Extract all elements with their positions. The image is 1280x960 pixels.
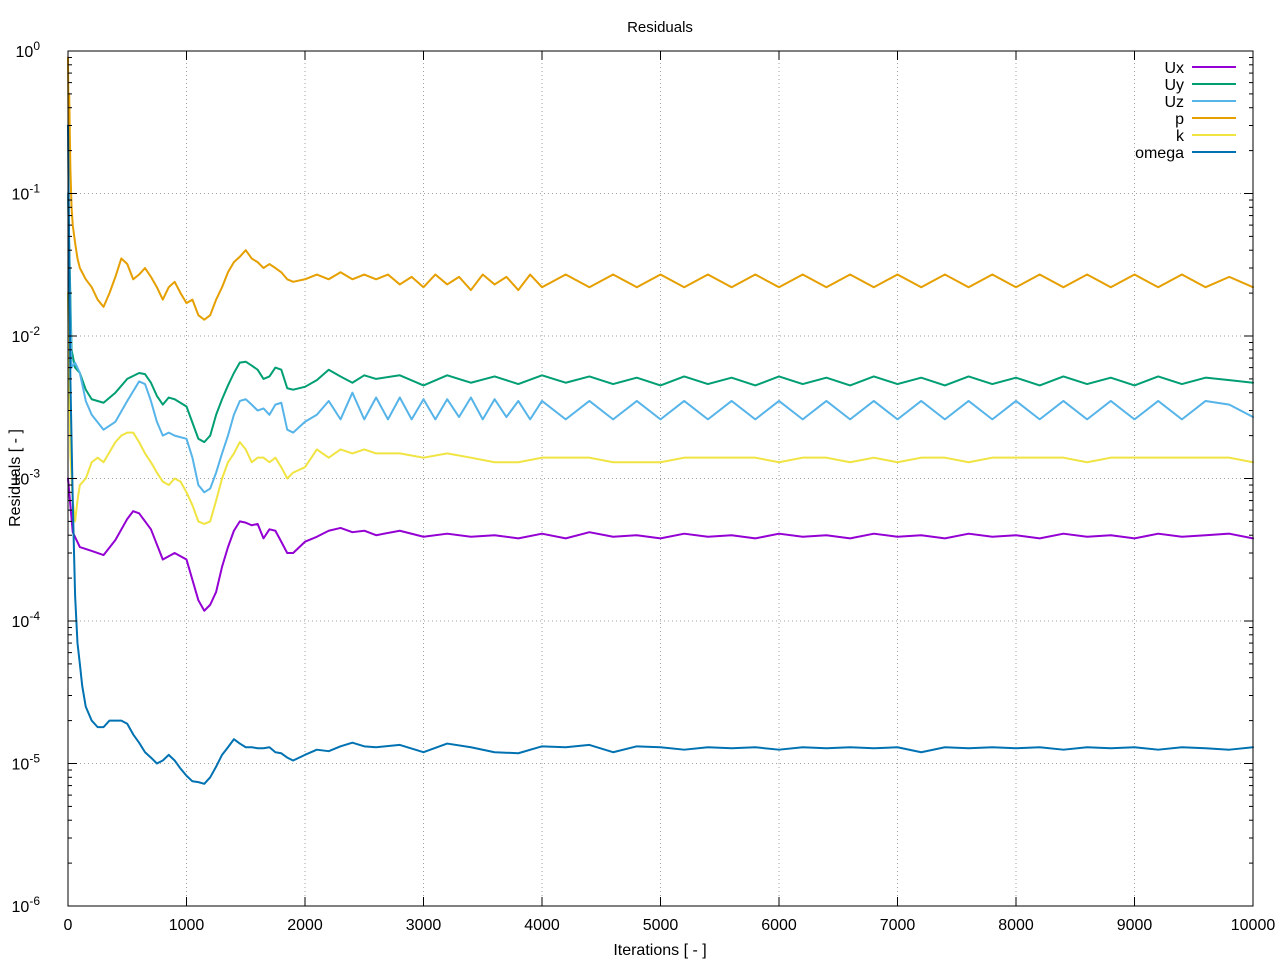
y-tick-exponent: -4 <box>29 609 40 623</box>
chart-title: Residuals <box>627 19 693 36</box>
y-tick-base: 10 <box>12 329 30 346</box>
legend-label-Uz: Uz <box>1164 94 1184 111</box>
x-tick-label: 10000 <box>1231 917 1276 934</box>
x-tick-label: 2000 <box>287 917 323 934</box>
y-tick-exponent: -3 <box>29 467 40 481</box>
y-tick-label: 10-5 <box>12 752 41 774</box>
series-line-omega <box>67 124 1254 785</box>
x-tick-label: 5000 <box>643 917 679 934</box>
y-tick-exponent: -1 <box>29 182 40 196</box>
series-line-k <box>67 292 1254 525</box>
y-tick-exponent: -6 <box>29 894 40 908</box>
x-tick-label: 4000 <box>524 917 560 934</box>
y-tick-label: 100 <box>16 39 41 61</box>
grid <box>68 51 1253 906</box>
y-tick-label: 10-1 <box>12 182 41 204</box>
x-tick-label: 3000 <box>406 917 442 934</box>
legend-label-Uy: Uy <box>1164 77 1184 94</box>
y-tick-exponent: -2 <box>29 324 40 338</box>
series-line-Ux <box>67 477 1254 612</box>
y-tick-base: 10 <box>16 44 34 61</box>
x-tick-label: 0 <box>64 917 73 934</box>
axis-ticks: 0 1000 2000 3000 4000 5000 6000 7000 8000 9000 100… <box>12 39 1276 934</box>
x-tick-label: 1000 <box>169 917 205 934</box>
y-axis-label: Residuals [ - ] <box>7 429 24 527</box>
series-line-Uz <box>67 192 1254 494</box>
y-tick-base: 10 <box>12 472 30 489</box>
x-tick-label: 6000 <box>761 917 797 934</box>
y-tick-base: 10 <box>12 614 30 631</box>
x-tick-label: 9000 <box>1117 917 1153 934</box>
y-tick-label: 10-2 <box>12 324 41 346</box>
y-tick-label: 10-4 <box>12 609 41 631</box>
y-tick-label: 10-6 <box>12 894 41 916</box>
x-axis-label: Iterations [ - ] <box>613 942 706 959</box>
legend-label-p: p <box>1175 111 1184 128</box>
y-tick-base: 10 <box>12 187 30 204</box>
series-lines <box>67 56 1254 785</box>
series-line-Uy <box>67 192 1254 444</box>
x-tick-label: 8000 <box>998 917 1034 934</box>
y-tick-base: 10 <box>12 757 30 774</box>
y-tick-base: 10 <box>12 899 30 916</box>
y-tick-exponent: -5 <box>29 752 40 766</box>
y-tick-label: 10-3 <box>12 467 41 489</box>
legend-label-k: k <box>1176 128 1185 145</box>
legend-label-omega: omega <box>1135 145 1184 162</box>
y-tick-exponent: 0 <box>33 39 40 53</box>
x-tick-label: 7000 <box>880 917 916 934</box>
series-line-p <box>67 56 1254 321</box>
legend-label-Ux: Ux <box>1164 60 1184 77</box>
